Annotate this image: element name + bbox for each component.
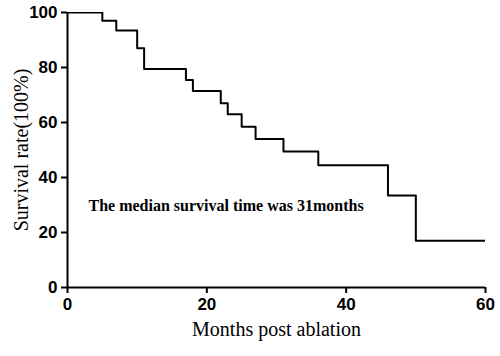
- svg-text:60: 60: [39, 113, 58, 132]
- svg-text:40: 40: [337, 295, 356, 314]
- svg-text:Months post ablation: Months post ablation: [192, 318, 361, 341]
- svg-text:20: 20: [197, 295, 216, 314]
- svg-text:80: 80: [39, 58, 58, 77]
- svg-text:Survival rate(100%): Survival rate(100%): [10, 69, 33, 232]
- svg-text:0: 0: [63, 295, 72, 314]
- svg-text:100: 100: [29, 3, 57, 22]
- svg-text:0: 0: [48, 278, 57, 297]
- svg-text:40: 40: [39, 168, 58, 187]
- svg-text:60: 60: [476, 295, 495, 314]
- svg-text:The median survival time was 3: The median survival time was 31months: [89, 197, 364, 214]
- svg-text:20: 20: [39, 223, 58, 242]
